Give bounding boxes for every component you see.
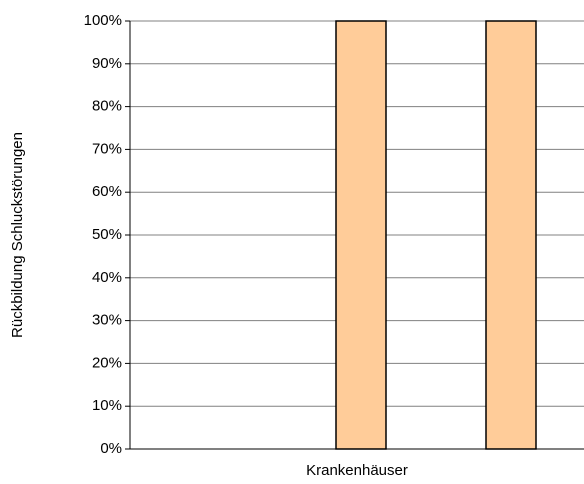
y-tick-label: 40% xyxy=(92,269,122,286)
x-axis-label: Krankenhäuser xyxy=(306,462,408,479)
bar xyxy=(485,20,537,450)
y-tick-label: 90% xyxy=(92,55,122,72)
bar xyxy=(335,20,387,450)
y-tick-label: 70% xyxy=(92,140,122,157)
y-axis-label: Rückbildung Schluckstörungen xyxy=(9,132,26,338)
y-tick-label: 10% xyxy=(92,397,122,414)
y-tick-label: 60% xyxy=(92,183,122,200)
y-tick-label: 30% xyxy=(92,312,122,329)
y-tick-label: 100% xyxy=(84,12,122,29)
y-tick-label: 0% xyxy=(100,440,122,457)
y-tick-label: 20% xyxy=(92,354,122,371)
y-tick-label: 80% xyxy=(92,98,122,115)
y-tick-label: 50% xyxy=(92,226,122,243)
